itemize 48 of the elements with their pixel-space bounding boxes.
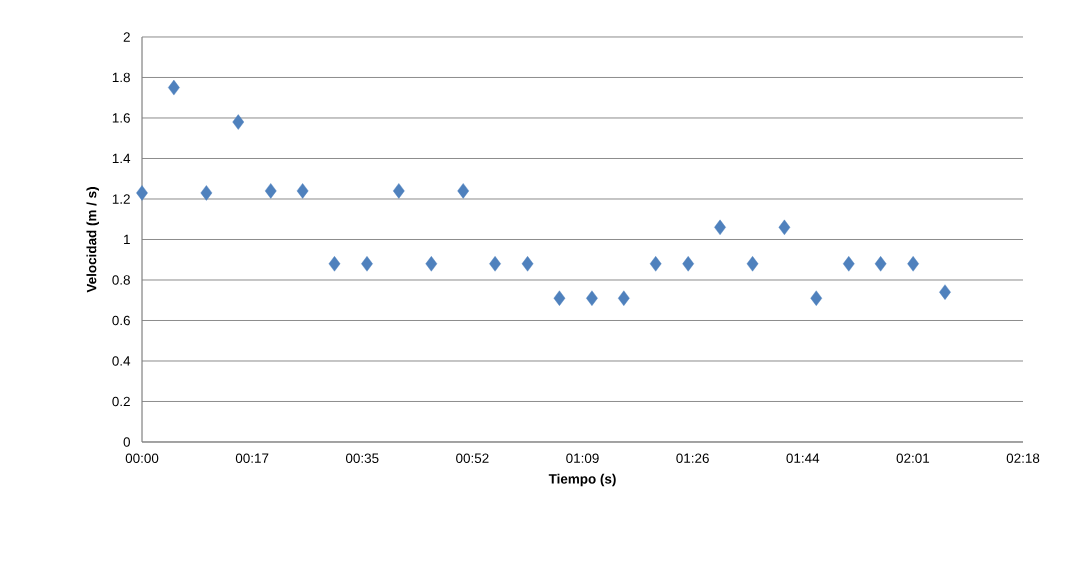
point <box>810 290 823 306</box>
point <box>425 256 438 272</box>
y-tick-label: 1.6 <box>112 113 130 123</box>
point <box>393 183 405 199</box>
point <box>232 114 245 130</box>
point <box>361 256 373 272</box>
point <box>457 183 470 199</box>
y-tick-label: 1.8 <box>112 72 130 83</box>
point <box>586 290 598 306</box>
point <box>200 185 213 201</box>
point <box>328 256 341 272</box>
y-tick-label: 0.2 <box>112 396 130 407</box>
y-tick-label: 0.8 <box>112 275 130 285</box>
point <box>746 256 759 272</box>
x-tick-label: 01:09 <box>566 453 599 463</box>
y-tick-label: 1.4 <box>112 153 131 164</box>
point <box>168 79 180 96</box>
y-tick-label: 0 <box>123 437 130 447</box>
point <box>489 256 501 272</box>
y-tick-label: 1.2 <box>112 194 130 204</box>
point <box>874 256 887 272</box>
point <box>907 256 919 272</box>
x-tick-label: 00:17 <box>235 453 269 463</box>
point <box>553 290 566 306</box>
point <box>617 290 630 306</box>
x-tick-label: 00:00 <box>125 453 159 463</box>
y-tick-label: 1 <box>124 234 130 245</box>
point <box>714 219 726 236</box>
point <box>296 183 309 199</box>
x-tick-label: 00:52 <box>456 453 489 463</box>
point <box>136 185 148 201</box>
y-tick-label: 2 <box>123 32 130 42</box>
y-tick-label: 0.4 <box>112 356 131 366</box>
point <box>264 183 277 199</box>
x-tick-label: 02:18 <box>1006 453 1040 463</box>
x-tick-label: 00:35 <box>345 453 379 463</box>
x-tick-label: 01:26 <box>676 453 709 463</box>
point <box>521 256 534 272</box>
y-tick-label: 0.6 <box>112 315 130 326</box>
point <box>842 256 855 272</box>
point <box>649 256 662 272</box>
x-tick-label: 01:44 <box>786 453 820 463</box>
x-axis-title: Tiempo (s) <box>548 473 616 487</box>
point <box>682 256 694 272</box>
y-axis-title: Velocidad (m / s) <box>86 187 100 293</box>
point <box>778 219 791 236</box>
x-tick-label: 02:01 <box>896 453 930 463</box>
point <box>939 284 951 300</box>
